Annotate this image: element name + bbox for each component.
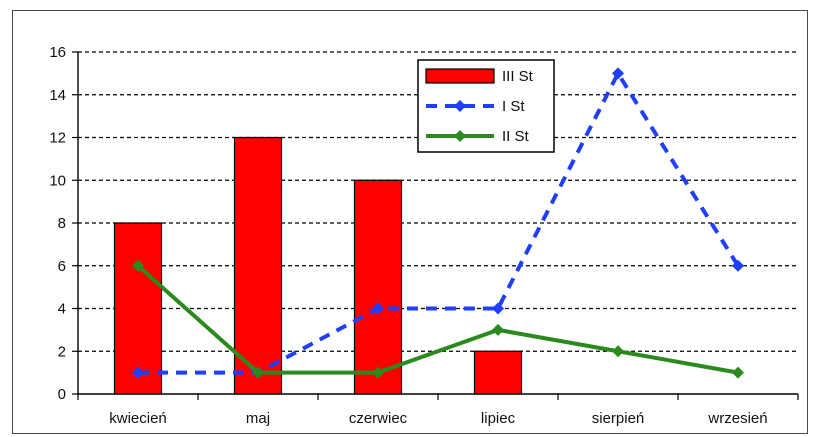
data-point bbox=[132, 259, 144, 272]
legend-marker bbox=[454, 100, 466, 112]
axes bbox=[72, 51, 799, 400]
legend-swatch bbox=[425, 68, 495, 84]
bar bbox=[473, 350, 523, 395]
bar-series bbox=[113, 136, 523, 395]
x-tick-label: wrzesień bbox=[707, 410, 767, 427]
data-point bbox=[732, 259, 744, 272]
legend-label: III St bbox=[502, 68, 534, 85]
data-point bbox=[372, 366, 384, 379]
legend-label: I St bbox=[502, 98, 525, 115]
legend: III St I St II St bbox=[417, 59, 555, 153]
data-point bbox=[492, 302, 504, 315]
data-point bbox=[252, 366, 264, 379]
x-tick-label: lipiec bbox=[481, 410, 516, 427]
x-tick-label: czerwiec bbox=[349, 410, 408, 427]
x-tick-label: kwiecień bbox=[109, 410, 167, 427]
bar bbox=[353, 179, 403, 395]
y-tick-label: 0 bbox=[58, 386, 66, 403]
data-point bbox=[612, 345, 624, 358]
x-tick-label: sierpień bbox=[592, 410, 645, 427]
legend-marker bbox=[454, 130, 466, 142]
data-point bbox=[612, 67, 624, 80]
data-point bbox=[372, 302, 384, 315]
y-tick-label: 16 bbox=[49, 44, 66, 61]
legend-label: II St bbox=[502, 128, 530, 145]
data-point bbox=[492, 323, 504, 336]
y-tick-label: 6 bbox=[58, 258, 66, 275]
y-tick-label: 10 bbox=[49, 172, 66, 189]
y-tick-labels: 0 2 4 6 8 10 12 14 16 bbox=[49, 44, 66, 403]
y-tick-label: 4 bbox=[58, 301, 66, 318]
line-series bbox=[132, 67, 744, 379]
x-tick-label: maj bbox=[246, 410, 270, 427]
bar bbox=[233, 136, 283, 395]
series-line bbox=[136, 264, 739, 375]
x-tick-labels: kwiecień maj czerwiec lipiec sierpień wrzesie… bbox=[109, 410, 767, 427]
y-tick-label: 2 bbox=[58, 343, 66, 360]
y-tick-label: 8 bbox=[58, 215, 66, 232]
y-tick-label: 14 bbox=[49, 87, 66, 104]
data-point bbox=[732, 366, 744, 379]
y-tick-label: 12 bbox=[49, 130, 66, 147]
series-line bbox=[138, 71, 740, 375]
data-point bbox=[132, 366, 144, 379]
